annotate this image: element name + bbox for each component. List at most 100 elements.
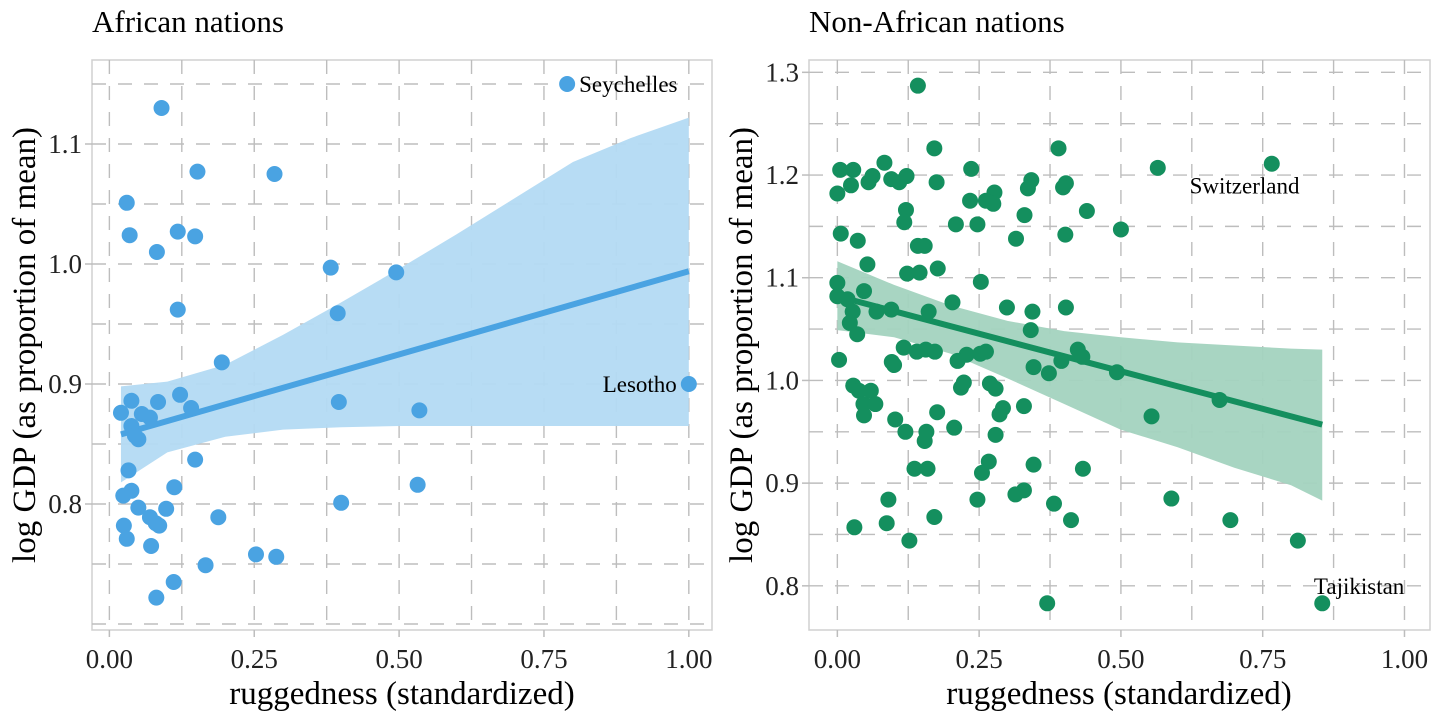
data-point xyxy=(150,394,167,410)
data-point xyxy=(947,216,964,233)
data-point xyxy=(187,228,204,245)
data-point xyxy=(926,509,943,526)
data-point xyxy=(143,538,160,554)
plot-area: Seychelles Lesotho xyxy=(91,59,713,631)
data-point xyxy=(411,402,428,419)
data-point xyxy=(929,404,946,421)
data-point xyxy=(878,515,895,532)
data-point xyxy=(158,500,175,517)
x-axis-label: ruggedness (standardized) xyxy=(229,676,574,712)
data-point xyxy=(886,357,903,374)
data-point xyxy=(1289,532,1306,549)
data-point xyxy=(883,301,900,318)
data-point xyxy=(829,185,846,202)
data-point xyxy=(187,451,204,468)
data-point xyxy=(850,382,867,399)
data-point xyxy=(1050,140,1067,157)
y-tick-label: 1.3 xyxy=(765,57,799,87)
data-point xyxy=(909,77,926,94)
data-point xyxy=(849,326,866,343)
data-point xyxy=(388,264,405,281)
data-point xyxy=(849,232,866,249)
x-tick-label: 0.50 xyxy=(375,644,422,674)
data-point xyxy=(916,433,933,450)
data-point xyxy=(845,161,862,178)
data-point xyxy=(1063,512,1080,529)
data-point xyxy=(841,314,858,331)
data-point xyxy=(115,487,132,504)
y-tick-label: 1.1 xyxy=(765,263,799,293)
data-point xyxy=(1025,359,1042,376)
data-point xyxy=(867,396,884,413)
data-point xyxy=(1057,299,1074,316)
data-point xyxy=(839,291,856,308)
panel-non-african: Non-African nations ruggedness (standard… xyxy=(724,4,1431,712)
data-point xyxy=(972,273,989,290)
data-point-seychelles xyxy=(559,76,576,92)
data-point xyxy=(1055,179,1072,196)
regression-line xyxy=(120,268,690,438)
data-point xyxy=(148,244,165,260)
data-point xyxy=(189,163,206,180)
data-point-lesotho xyxy=(680,376,697,392)
point-annotation: Seychelles xyxy=(579,72,677,97)
data-point xyxy=(213,354,230,371)
data-point xyxy=(949,352,966,369)
data-point xyxy=(148,589,165,606)
data-point xyxy=(1025,456,1042,473)
data-point xyxy=(926,140,943,157)
data-point xyxy=(977,343,994,360)
data-point xyxy=(962,192,979,209)
data-point xyxy=(899,265,916,282)
data-point xyxy=(172,386,189,403)
y-tick-label: 0.9 xyxy=(765,468,799,498)
x-tick-label: 0.75 xyxy=(1239,644,1286,674)
data-point xyxy=(268,548,285,565)
data-point xyxy=(987,426,1004,443)
data-point xyxy=(919,460,936,477)
data-point-switzerland xyxy=(1263,155,1280,172)
data-point xyxy=(1016,207,1033,224)
data-point xyxy=(1045,495,1062,512)
x-tick-label: 0.00 xyxy=(86,644,133,674)
data-point xyxy=(112,404,129,421)
y-axis-label: log GDP (as proportion of mean) xyxy=(724,127,760,563)
data-point xyxy=(130,499,147,516)
y-tick-label: 0.8 xyxy=(48,489,82,519)
data-point xyxy=(998,299,1015,316)
data-point xyxy=(955,374,972,391)
data-point-tajikistan xyxy=(1314,595,1331,612)
data-point xyxy=(926,343,943,360)
data-point xyxy=(946,419,963,436)
axis-ticks: 0.00 0.25 0.50 0.75 1.00 0.8 0.9 1.0 1.1 xyxy=(48,129,712,674)
point-annotation: Tajikistan xyxy=(1314,574,1405,599)
data-point xyxy=(896,214,913,231)
data-point xyxy=(856,283,873,300)
points xyxy=(112,76,697,606)
data-point xyxy=(409,476,426,493)
data-point xyxy=(842,177,859,194)
data-point xyxy=(916,237,933,254)
data-point xyxy=(859,256,876,273)
panel-title: African nations xyxy=(92,4,284,39)
data-point xyxy=(1143,408,1160,425)
data-point xyxy=(266,166,283,182)
x-tick-label: 0.50 xyxy=(1097,644,1144,674)
data-point xyxy=(832,161,849,178)
data-point xyxy=(115,517,132,534)
data-point xyxy=(130,431,147,448)
data-point xyxy=(1222,512,1239,529)
points xyxy=(829,77,1331,612)
data-point xyxy=(121,227,138,244)
data-point xyxy=(1053,352,1070,369)
y-tick-label: 1.0 xyxy=(48,249,82,279)
data-point xyxy=(333,494,350,511)
data-point xyxy=(1015,398,1032,415)
data-point xyxy=(1008,230,1024,247)
data-point xyxy=(1007,486,1024,503)
y-tick-label: 0.8 xyxy=(765,571,799,601)
data-point xyxy=(169,301,186,318)
x-tick-label: 0.25 xyxy=(231,644,278,674)
point-annotation: Switzerland xyxy=(1190,173,1300,198)
